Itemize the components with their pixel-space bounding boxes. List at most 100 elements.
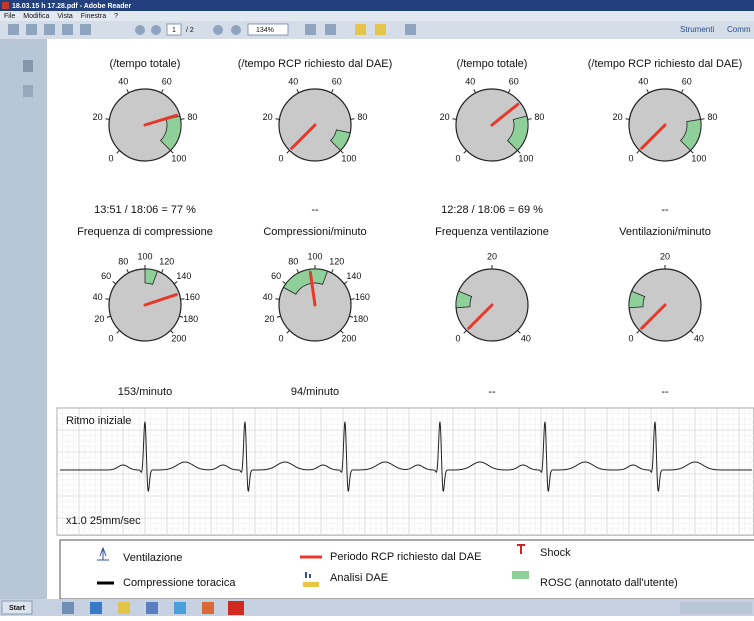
gauge-title: Frequenza ventilazione [435,226,549,238]
next-page[interactable] [151,25,161,35]
gauge-tick-label: 160 [355,292,370,302]
sidebar [0,39,47,599]
sidebar-icon[interactable] [23,60,33,72]
rosc-icon [512,571,529,579]
task-icon[interactable] [90,602,102,614]
gauge-title: (/tempo RCP richiesto dal DAE) [238,58,392,70]
gauge-tick-label: 20 [94,314,104,324]
gauge-tick-label: 0 [279,153,284,163]
tool-icon[interactable] [44,24,55,35]
tray [680,602,752,614]
menu-item[interactable]: Vista [57,13,73,20]
tool-icon[interactable] [62,24,73,35]
gauge-tick-label: 120 [329,257,344,267]
legend-box [60,540,754,599]
gauge-tick [351,119,355,120]
gauge-tick-label: 40 [118,77,128,87]
gauge-tick [625,119,629,120]
ecg-speed: x1.0 25mm/sec [66,515,141,527]
sidebar-icon[interactable] [23,85,33,97]
gauge-tick-label: 20 [440,112,450,122]
page-count: / 2 [186,27,194,34]
gauge-tick-label: 20 [93,112,103,122]
menu-item[interactable]: File [4,13,15,20]
gauge-tick-label: 140 [346,271,361,281]
gauge-tick-label: 180 [183,314,198,324]
taskbar [0,599,754,616]
tool-icon[interactable] [26,24,37,35]
gauge-tick-label: 40 [465,77,475,87]
legend-item: Shock [540,547,571,559]
gauge-title: Frequenza di compressione [77,226,213,238]
gauge-tick [528,119,532,120]
gauge-tick-label: 0 [629,333,634,343]
gauge-caption: 13:51 / 18:06 = 77 % [94,204,196,216]
gauge-tick-label: 60 [332,77,342,87]
gauge-tick-label: 80 [118,257,128,267]
task-icon[interactable] [146,602,158,614]
zoom-out[interactable] [213,25,223,35]
gauge-tick-label: 80 [288,257,298,267]
gauge-tick-label: 60 [509,77,519,87]
tool-icon[interactable] [80,24,91,35]
prev-page[interactable] [135,25,145,35]
gauge-caption: -- [661,386,669,398]
gauge-tick-label: 80 [187,112,197,122]
tool-icon[interactable] [405,24,416,35]
gauge-tick [452,119,456,120]
gauge-title: Compressioni/minuto [263,226,366,238]
gauge-tick-label: 20 [660,251,670,261]
tool-icon[interactable] [305,24,316,35]
gauge-caption: 153/minuto [118,386,172,398]
task-icon[interactable] [118,602,130,614]
gauge-tick-label: 120 [159,257,174,267]
gauge-tick [701,119,705,120]
gauge-tick-label: 200 [341,333,356,343]
gauge-tick-label: 20 [264,314,274,324]
task-icon[interactable] [228,601,244,615]
gauge-tick-label: 20 [613,112,623,122]
tool-icon[interactable] [355,24,366,35]
zoom-in[interactable] [231,25,241,35]
legend-item: Analisi DAE [330,572,388,584]
gauge-tick-label: 20 [263,112,273,122]
task-icon[interactable] [202,602,214,614]
legend-item: Ventilazione [123,552,182,564]
legend-item: ROSC (annotato dall'utente) [540,577,678,589]
gauge-tick-label: 0 [279,333,284,343]
gauge-tick-label: 160 [185,292,200,302]
window-title: 18.03.15 h 17.28.pdf - Adobe Reader [12,3,131,10]
gauge-caption: -- [311,204,319,216]
app-icon [2,2,9,9]
gauge-tick-label: 60 [682,77,692,87]
zoom: 134% [256,27,274,34]
tool-icon[interactable] [325,24,336,35]
gauge-title: (/tempo totale) [457,58,528,70]
gauge-tick-label: 60 [101,271,111,281]
tool-icon[interactable] [8,24,19,35]
gauge-caption: -- [488,386,496,398]
menu-item[interactable]: ? [114,13,118,20]
gauge-tick-label: 100 [691,153,706,163]
legend-item: Periodo RCP richiesto dal DAE [330,551,481,563]
gauge-tick-label: 0 [109,333,114,343]
gauge-tick-label: 100 [341,153,356,163]
gauge-tick-label: 0 [629,153,634,163]
task-icon[interactable] [62,602,74,614]
menu-item[interactable]: Modifica [23,13,49,20]
gauge-tick-label: 100 [171,153,186,163]
task-icon[interactable] [174,602,186,614]
gauge-tick-label: 80 [534,112,544,122]
menu-item[interactable]: Finestra [81,13,106,20]
gauge-tick-label: 140 [176,271,191,281]
gauge-tick-label: 100 [518,153,533,163]
gauge-tick [105,299,109,300]
gauge-tick-label: 0 [456,333,461,343]
tools-button[interactable]: Strumenti [680,25,714,34]
tool-icon[interactable] [375,24,386,35]
gauge-tick-label: 40 [93,292,103,302]
comment-button[interactable]: Comm [727,25,751,34]
gauge-tick-label: 40 [288,77,298,87]
legend-item: Compressione toracica [123,577,236,589]
gauge-caption: 94/minuto [291,386,339,398]
